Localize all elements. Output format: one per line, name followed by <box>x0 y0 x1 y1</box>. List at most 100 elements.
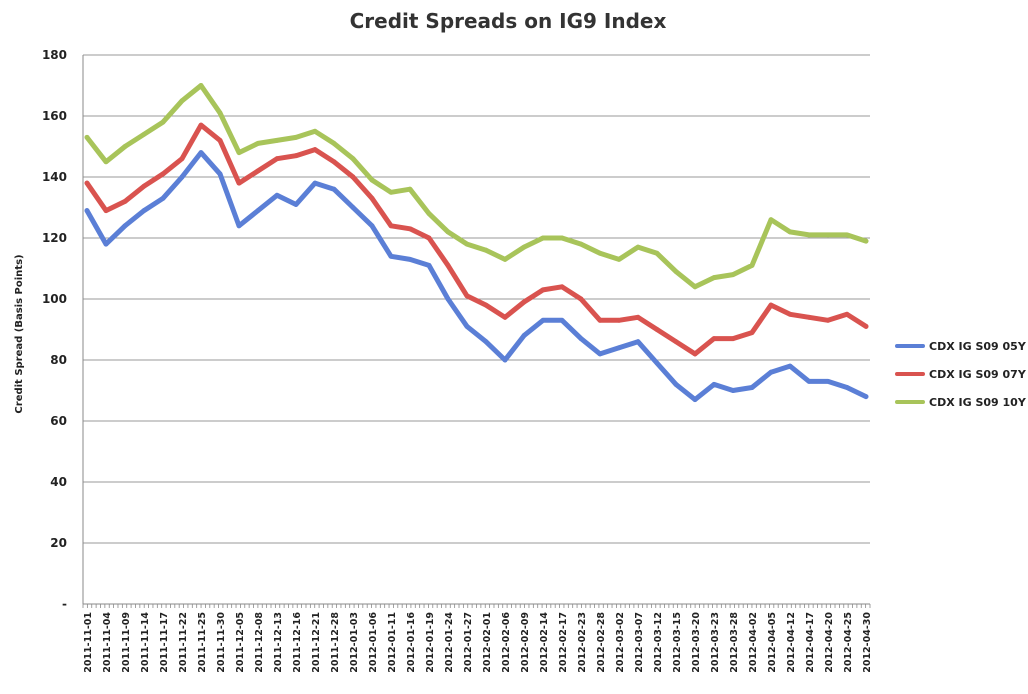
x-tick-label: 2012-02-06 <box>501 612 512 673</box>
x-tick-label: 2012-01-16 <box>406 612 417 673</box>
series-1-point <box>673 382 679 387</box>
series-3-point <box>502 256 508 262</box>
series-1-point <box>236 223 242 229</box>
x-tick-label: 2011-11-09 <box>121 612 132 673</box>
x-tick-label: 2011-11-22 <box>178 612 189 673</box>
x-tick-label: 2011-11-25 <box>197 612 208 673</box>
y-tick-label: 20 <box>50 536 67 550</box>
series-3-point <box>255 141 261 146</box>
series-3-point <box>768 217 774 223</box>
series-3-point <box>711 275 717 281</box>
series-2-point <box>559 284 565 290</box>
series-1-point <box>255 208 261 213</box>
series-2-point <box>293 153 299 159</box>
series-1-point <box>635 339 641 345</box>
x-tick-label: 2012-03-12 <box>653 612 664 673</box>
series-1-point <box>768 369 774 375</box>
series-2-point <box>673 339 679 345</box>
series-3-point <box>749 263 755 268</box>
series-1-point <box>483 339 489 345</box>
series-2-point <box>179 156 185 162</box>
series-3-point <box>160 119 166 125</box>
series-1-point <box>84 208 90 213</box>
legend-label-1: CDX IG S09 05Y <box>929 340 1027 353</box>
x-tick-label: 2011-11-30 <box>216 612 227 673</box>
series-1-point <box>863 394 869 399</box>
series-3-point <box>787 229 793 235</box>
series-3-point <box>483 247 489 253</box>
series-2-point <box>825 317 831 323</box>
x-tick-label: 2012-01-27 <box>463 612 474 673</box>
series-3-point <box>521 244 527 250</box>
x-tick-label: 2012-04-30 <box>862 612 873 673</box>
series-1-point <box>141 208 147 213</box>
series-3-point <box>84 134 90 140</box>
series-1-point <box>597 351 603 357</box>
series-2-point <box>331 159 337 165</box>
series-3-point <box>445 229 451 235</box>
series-3-point <box>825 232 831 238</box>
series-1-point <box>787 363 793 369</box>
series-3-point <box>217 110 223 116</box>
x-tick-label: 2012-02-09 <box>520 612 531 673</box>
series-2-point <box>521 299 527 305</box>
series-2-point <box>160 171 166 177</box>
series-2-point <box>198 122 204 128</box>
series-2-point <box>863 324 869 329</box>
y-tick-label: - <box>62 597 67 611</box>
series-2-point <box>768 302 774 308</box>
series-2-point <box>787 311 793 317</box>
series-1-point <box>521 333 527 338</box>
series-1-point <box>445 296 451 302</box>
series-3-point <box>122 144 128 149</box>
y-axis-label: Credit Spread (Basis Points) <box>14 254 25 413</box>
series-line-3 <box>84 83 869 290</box>
series-2-point <box>445 263 451 268</box>
y-tick-label: 40 <box>50 475 67 489</box>
x-tick-label: 2012-03-07 <box>634 612 645 673</box>
series-3-point <box>141 131 147 137</box>
legend-label-3: CDX IG S09 10Y <box>929 396 1027 409</box>
series-2-point <box>616 317 622 323</box>
series-2-point <box>350 174 356 180</box>
series-3-point <box>426 211 432 217</box>
series-1-point <box>559 317 565 323</box>
y-tick-label: 80 <box>50 353 67 367</box>
series-3-point <box>673 269 679 274</box>
series-3-point <box>103 159 109 165</box>
legend: CDX IG S09 05Y CDX IG S09 07Y CDX IG S09 1… <box>895 340 1027 409</box>
series-1-point <box>312 180 318 186</box>
x-tick-label: 2012-03-23 <box>710 612 721 673</box>
series-2-point <box>122 199 128 204</box>
x-tick-label: 2012-04-05 <box>767 612 778 673</box>
x-tick-label: 2012-04-20 <box>824 612 835 673</box>
x-tick-label: 2011-12-08 <box>254 612 265 673</box>
series-1-point <box>711 382 717 387</box>
x-tick-label: 2012-01-03 <box>349 612 360 673</box>
series-1-point <box>749 385 755 390</box>
series-3-point <box>635 244 641 250</box>
series-line-2 <box>84 122 869 357</box>
series-1-point <box>369 223 375 229</box>
series-1-point <box>331 186 337 192</box>
series-1-point <box>540 317 546 323</box>
x-tick-label: 2012-02-17 <box>558 612 569 673</box>
series-2-point <box>730 336 736 342</box>
series-2-point <box>635 314 641 320</box>
axis-layer: - 20 40 60 80 100 120 140 160 180 2011-11-01 2011-1… <box>42 48 873 673</box>
x-tick-label: 2011-11-14 <box>140 612 151 673</box>
series-1-point <box>293 202 299 207</box>
series-3-point <box>464 241 470 247</box>
series-1-point <box>217 171 223 177</box>
series-3-point <box>369 177 375 183</box>
series-2-point <box>141 183 147 189</box>
series-3-point <box>730 272 736 277</box>
series-1-point <box>198 150 204 156</box>
series-3-point <box>236 150 242 156</box>
series-1-point <box>806 378 812 384</box>
series-1-point <box>654 360 660 366</box>
series-1-point <box>844 385 850 390</box>
chart-title: Credit Spreads on IG9 Index <box>350 9 667 33</box>
